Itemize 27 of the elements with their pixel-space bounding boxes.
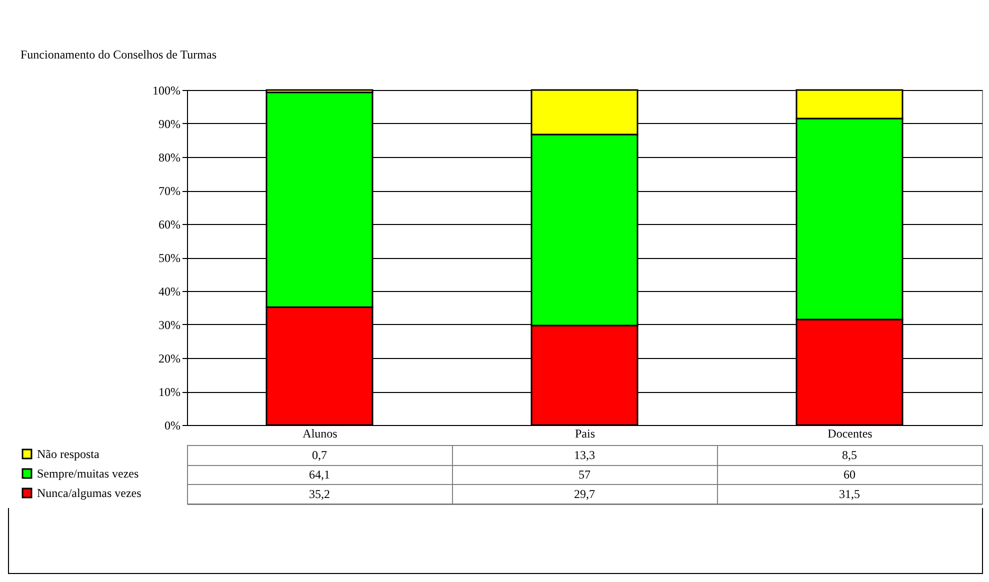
- chart-title: Funcionamento do Conselhos de Turmas: [20, 48, 217, 62]
- data-label: 8,5: [842, 448, 857, 462]
- data-label: 29,7: [574, 486, 595, 501]
- legend-label: Não resposta: [37, 447, 100, 461]
- data-label: 13,3: [574, 448, 595, 462]
- y-tick-label: 20%: [158, 352, 180, 366]
- y-tick-label: 0%: [164, 418, 180, 432]
- data-label: 0,7: [312, 448, 327, 462]
- legend-label: Sempre/muitas vezes: [37, 466, 139, 480]
- data-label: 57: [578, 467, 590, 482]
- y-tick-label: 60%: [158, 218, 180, 232]
- y-tick-label: 10%: [158, 385, 180, 399]
- data-label: 60: [844, 467, 856, 482]
- y-tick-label: 40%: [158, 284, 180, 298]
- x-tick-label: Alunos: [302, 426, 338, 440]
- data-label: 64,1: [309, 467, 330, 482]
- y-tick-label: 100%: [152, 84, 180, 98]
- x-tick-label: Docentes: [828, 426, 873, 440]
- data-label: 31,5: [839, 486, 860, 501]
- y-tick-label: 30%: [158, 318, 180, 332]
- data-label: 35,2: [309, 486, 330, 501]
- y-tick-label: 50%: [158, 251, 180, 265]
- legend-label: Nunca/algumas vezes: [37, 486, 142, 500]
- y-tick-label: 80%: [158, 150, 180, 164]
- x-tick-label: Pais: [574, 426, 596, 440]
- y-tick-label: 90%: [158, 117, 180, 131]
- y-tick-label: 70%: [158, 184, 180, 198]
